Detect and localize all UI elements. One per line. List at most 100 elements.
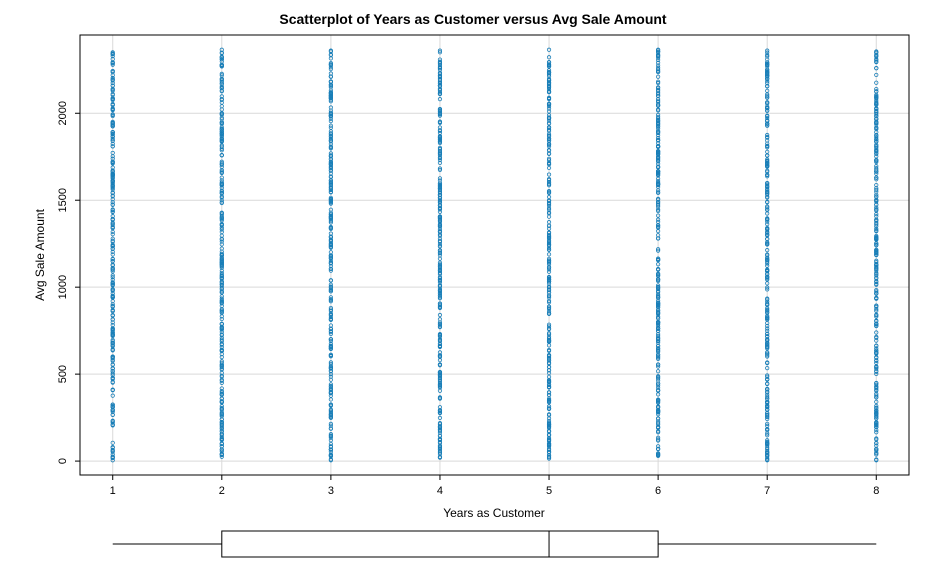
scatter-point bbox=[110, 171, 115, 176]
scatter-point bbox=[874, 385, 879, 390]
scatter-point bbox=[656, 320, 661, 325]
scatter-point bbox=[874, 358, 879, 363]
scatter-point bbox=[656, 98, 661, 103]
scatter-point bbox=[437, 272, 443, 277]
scatter-point bbox=[765, 134, 770, 139]
scatter-point bbox=[765, 191, 770, 196]
scatter-point bbox=[546, 267, 552, 272]
scatter-point bbox=[765, 374, 770, 379]
scatter-point bbox=[437, 449, 443, 454]
scatter-point bbox=[765, 50, 770, 55]
scatter-point bbox=[874, 158, 879, 163]
scatter-point bbox=[437, 81, 443, 86]
scatter-point bbox=[219, 170, 224, 175]
scatter-point bbox=[656, 248, 661, 253]
scatter-point bbox=[110, 60, 115, 65]
scatter-point bbox=[219, 97, 224, 102]
scatter-point bbox=[110, 458, 115, 463]
scatter-point bbox=[765, 118, 770, 123]
scatter-point bbox=[765, 70, 770, 75]
scatter-point bbox=[874, 405, 879, 410]
scatter-point bbox=[110, 154, 115, 159]
scatter-point bbox=[874, 159, 879, 165]
scatter-point bbox=[219, 137, 224, 142]
scatter-point bbox=[656, 80, 661, 86]
scatter-point bbox=[437, 97, 443, 102]
scatter-point bbox=[546, 109, 552, 114]
y-axis-ticks: 0 500 1000 1500 2000 bbox=[57, 101, 80, 464]
scatter-point bbox=[656, 149, 661, 154]
scatter-point bbox=[219, 342, 224, 347]
scatter-point bbox=[437, 350, 443, 355]
scatter-point bbox=[546, 404, 552, 409]
scatter-point bbox=[437, 86, 443, 91]
scatter-point bbox=[110, 132, 115, 137]
scatter-point bbox=[656, 208, 661, 214]
scatter-point bbox=[656, 225, 661, 230]
scatter-point bbox=[219, 349, 224, 354]
scatter-point bbox=[874, 148, 879, 153]
scatter-point bbox=[546, 55, 552, 60]
scatter-point bbox=[219, 55, 224, 60]
scatter-point bbox=[765, 184, 770, 190]
scatter-point bbox=[874, 295, 879, 300]
scatter-point bbox=[219, 242, 224, 247]
scatter-point bbox=[437, 396, 443, 401]
scatter-point bbox=[328, 180, 333, 185]
scatter-point bbox=[656, 112, 661, 118]
scatter-point bbox=[219, 454, 224, 459]
scatter-point bbox=[656, 409, 661, 415]
scatter-point bbox=[765, 189, 770, 194]
scatter-point bbox=[874, 343, 879, 348]
scatter-point bbox=[765, 123, 770, 128]
scatter-point bbox=[219, 183, 224, 188]
scatter-point bbox=[765, 373, 770, 378]
scatter-point bbox=[437, 305, 443, 311]
scatter-point bbox=[546, 77, 552, 82]
scatter-point bbox=[328, 113, 333, 118]
scatter-point bbox=[219, 410, 224, 415]
scatter-point bbox=[546, 198, 552, 203]
scatter-point bbox=[328, 433, 333, 438]
scatter-point bbox=[219, 260, 224, 266]
scatter-point bbox=[110, 375, 115, 380]
scatter-point bbox=[219, 110, 224, 116]
scatter-point bbox=[656, 328, 661, 334]
scatter-point bbox=[110, 447, 115, 453]
scatter-point bbox=[437, 244, 443, 249]
scatter-point bbox=[110, 134, 115, 139]
scatter-point bbox=[437, 227, 443, 232]
scatter-point bbox=[656, 346, 661, 351]
scatter-point bbox=[765, 287, 770, 292]
y-tick-label-0: 0 bbox=[57, 458, 69, 464]
scatter-point bbox=[874, 102, 879, 107]
scatter-point bbox=[765, 93, 770, 98]
scatter-point bbox=[437, 224, 443, 229]
scatter-point bbox=[437, 233, 443, 238]
scatter-point bbox=[765, 403, 770, 408]
scatter-point bbox=[765, 343, 770, 348]
scatter-point bbox=[546, 203, 552, 208]
scatter-point bbox=[219, 438, 224, 443]
scatter-point bbox=[656, 383, 661, 388]
scatter-point bbox=[765, 445, 770, 451]
scatter-point bbox=[437, 216, 443, 221]
scatter-point bbox=[656, 435, 661, 440]
scatter-point bbox=[656, 176, 661, 181]
scatter-point bbox=[874, 135, 879, 140]
scatter-point bbox=[110, 393, 115, 398]
scatter-point bbox=[110, 173, 115, 178]
scatter-point bbox=[328, 369, 333, 374]
scatter-point bbox=[110, 101, 115, 107]
scatter-point bbox=[437, 157, 443, 163]
scatter-point bbox=[656, 340, 661, 345]
scatter-point bbox=[765, 83, 770, 89]
scatter-point bbox=[656, 381, 661, 386]
scatter-point bbox=[874, 247, 879, 252]
scatter-point bbox=[328, 160, 333, 165]
scatter-point bbox=[110, 326, 115, 331]
scatter-point bbox=[546, 424, 552, 429]
scatter-point bbox=[219, 373, 224, 378]
scatter-point bbox=[765, 394, 770, 399]
scatter-point bbox=[219, 178, 224, 183]
